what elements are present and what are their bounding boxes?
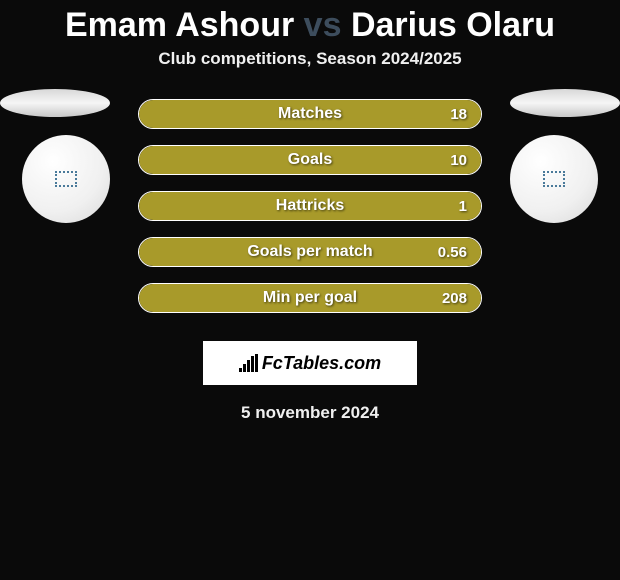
page-title: Emam Ashour vs Darius Olaru — [0, 0, 620, 49]
right-player-graphic — [510, 89, 610, 223]
ellipse-icon — [0, 89, 110, 117]
source-logo: FcTables.com — [203, 341, 417, 385]
player1-name: Emam Ashour — [65, 6, 294, 44]
stat-value: 18 — [450, 106, 467, 123]
stat-bars: Matches 18 Goals 10 Hattricks 1 Goals pe… — [138, 99, 482, 313]
vs-separator: vs — [304, 6, 342, 44]
stat-bar: Goals 10 — [138, 145, 482, 175]
player2-name: Darius Olaru — [351, 6, 555, 44]
stat-label: Hattricks — [276, 197, 344, 215]
stat-label: Goals per match — [247, 243, 372, 261]
stat-value: 208 — [442, 290, 467, 307]
placeholder-icon — [55, 171, 77, 187]
comparison-infographic: Emam Ashour vs Darius Olaru Club competi… — [0, 0, 620, 423]
logo-bars-icon — [239, 354, 258, 372]
stat-label: Goals — [288, 151, 332, 169]
stat-bar: Min per goal 208 — [138, 283, 482, 313]
stat-value: 10 — [450, 152, 467, 169]
player2-badge — [510, 135, 598, 223]
stat-value: 1 — [459, 198, 467, 215]
ellipse-icon — [510, 89, 620, 117]
comparison-area: Matches 18 Goals 10 Hattricks 1 Goals pe… — [0, 99, 620, 313]
stat-label: Matches — [278, 105, 342, 123]
stat-bar: Matches 18 — [138, 99, 482, 129]
stat-bar: Goals per match 0.56 — [138, 237, 482, 267]
stat-label: Min per goal — [263, 289, 357, 307]
player1-badge — [22, 135, 110, 223]
date-label: 5 november 2024 — [0, 403, 620, 423]
logo-text: FcTables.com — [262, 353, 381, 374]
placeholder-icon — [543, 171, 565, 187]
stat-value: 0.56 — [438, 244, 467, 261]
left-player-graphic — [10, 89, 110, 223]
stat-bar: Hattricks 1 — [138, 191, 482, 221]
